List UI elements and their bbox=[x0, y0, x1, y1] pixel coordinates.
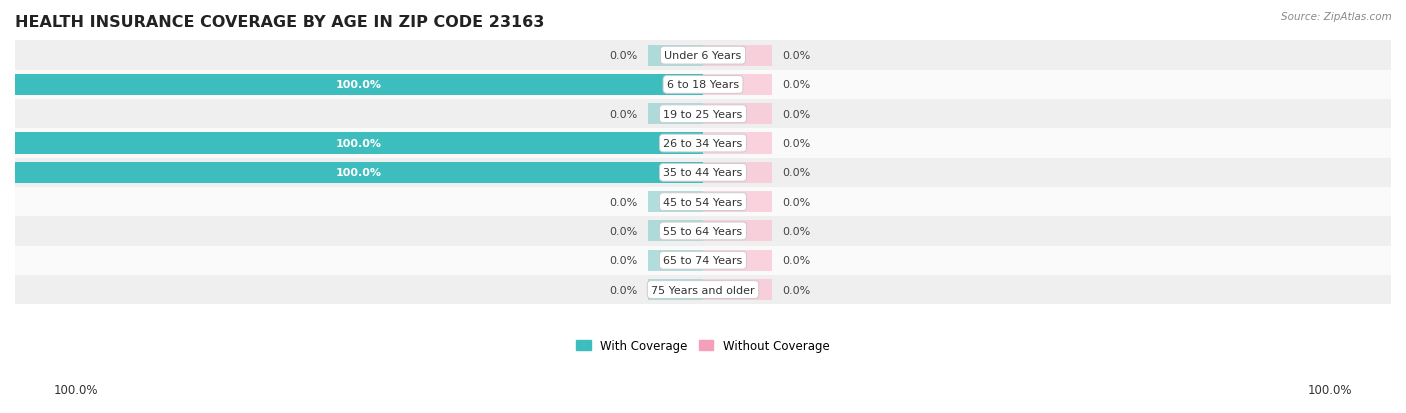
Text: 0.0%: 0.0% bbox=[782, 168, 810, 178]
Text: 100.0%: 100.0% bbox=[336, 168, 382, 178]
Bar bbox=[15, 217, 1391, 246]
Text: 6 to 18 Years: 6 to 18 Years bbox=[666, 80, 740, 90]
Legend: With Coverage, Without Coverage: With Coverage, Without Coverage bbox=[572, 335, 834, 357]
Text: 0.0%: 0.0% bbox=[782, 109, 810, 119]
Text: 0.0%: 0.0% bbox=[609, 197, 638, 207]
Text: 65 to 74 Years: 65 to 74 Years bbox=[664, 256, 742, 266]
Text: 75 Years and older: 75 Years and older bbox=[651, 285, 755, 295]
Bar bbox=[648, 192, 703, 213]
Bar bbox=[703, 104, 772, 125]
Bar bbox=[648, 279, 703, 300]
Text: Source: ZipAtlas.com: Source: ZipAtlas.com bbox=[1281, 12, 1392, 22]
Bar bbox=[15, 188, 1391, 217]
Text: 0.0%: 0.0% bbox=[782, 226, 810, 236]
Bar bbox=[648, 104, 703, 125]
Bar bbox=[15, 133, 703, 154]
Bar bbox=[703, 221, 772, 242]
Text: 0.0%: 0.0% bbox=[782, 51, 810, 61]
Bar bbox=[703, 250, 772, 271]
Bar bbox=[703, 279, 772, 300]
Bar bbox=[15, 275, 1391, 304]
Text: 0.0%: 0.0% bbox=[609, 285, 638, 295]
Bar bbox=[703, 162, 772, 183]
Text: 100.0%: 100.0% bbox=[336, 80, 382, 90]
Bar bbox=[648, 45, 703, 66]
Text: 0.0%: 0.0% bbox=[782, 285, 810, 295]
Text: 0.0%: 0.0% bbox=[782, 197, 810, 207]
Text: 100.0%: 100.0% bbox=[336, 139, 382, 149]
Bar bbox=[15, 100, 1391, 129]
Bar bbox=[15, 71, 1391, 100]
Bar bbox=[15, 41, 1391, 71]
Text: 35 to 44 Years: 35 to 44 Years bbox=[664, 168, 742, 178]
Text: 0.0%: 0.0% bbox=[609, 226, 638, 236]
Text: 55 to 64 Years: 55 to 64 Years bbox=[664, 226, 742, 236]
Bar bbox=[15, 75, 703, 96]
Text: 0.0%: 0.0% bbox=[782, 139, 810, 149]
Bar bbox=[15, 162, 703, 183]
Bar bbox=[703, 133, 772, 154]
Text: 0.0%: 0.0% bbox=[782, 80, 810, 90]
Bar bbox=[15, 158, 1391, 188]
Text: 0.0%: 0.0% bbox=[609, 256, 638, 266]
Bar bbox=[15, 246, 1391, 275]
Text: 0.0%: 0.0% bbox=[782, 256, 810, 266]
Text: 0.0%: 0.0% bbox=[609, 109, 638, 119]
Text: Under 6 Years: Under 6 Years bbox=[665, 51, 741, 61]
Text: 100.0%: 100.0% bbox=[1308, 384, 1353, 396]
Text: 45 to 54 Years: 45 to 54 Years bbox=[664, 197, 742, 207]
Text: 0.0%: 0.0% bbox=[609, 51, 638, 61]
Bar bbox=[648, 221, 703, 242]
Bar bbox=[15, 129, 1391, 158]
Bar bbox=[703, 75, 772, 96]
Bar bbox=[703, 192, 772, 213]
Text: 19 to 25 Years: 19 to 25 Years bbox=[664, 109, 742, 119]
Text: 26 to 34 Years: 26 to 34 Years bbox=[664, 139, 742, 149]
Bar bbox=[703, 45, 772, 66]
Text: 100.0%: 100.0% bbox=[53, 384, 98, 396]
Bar bbox=[648, 250, 703, 271]
Text: HEALTH INSURANCE COVERAGE BY AGE IN ZIP CODE 23163: HEALTH INSURANCE COVERAGE BY AGE IN ZIP … bbox=[15, 15, 544, 30]
